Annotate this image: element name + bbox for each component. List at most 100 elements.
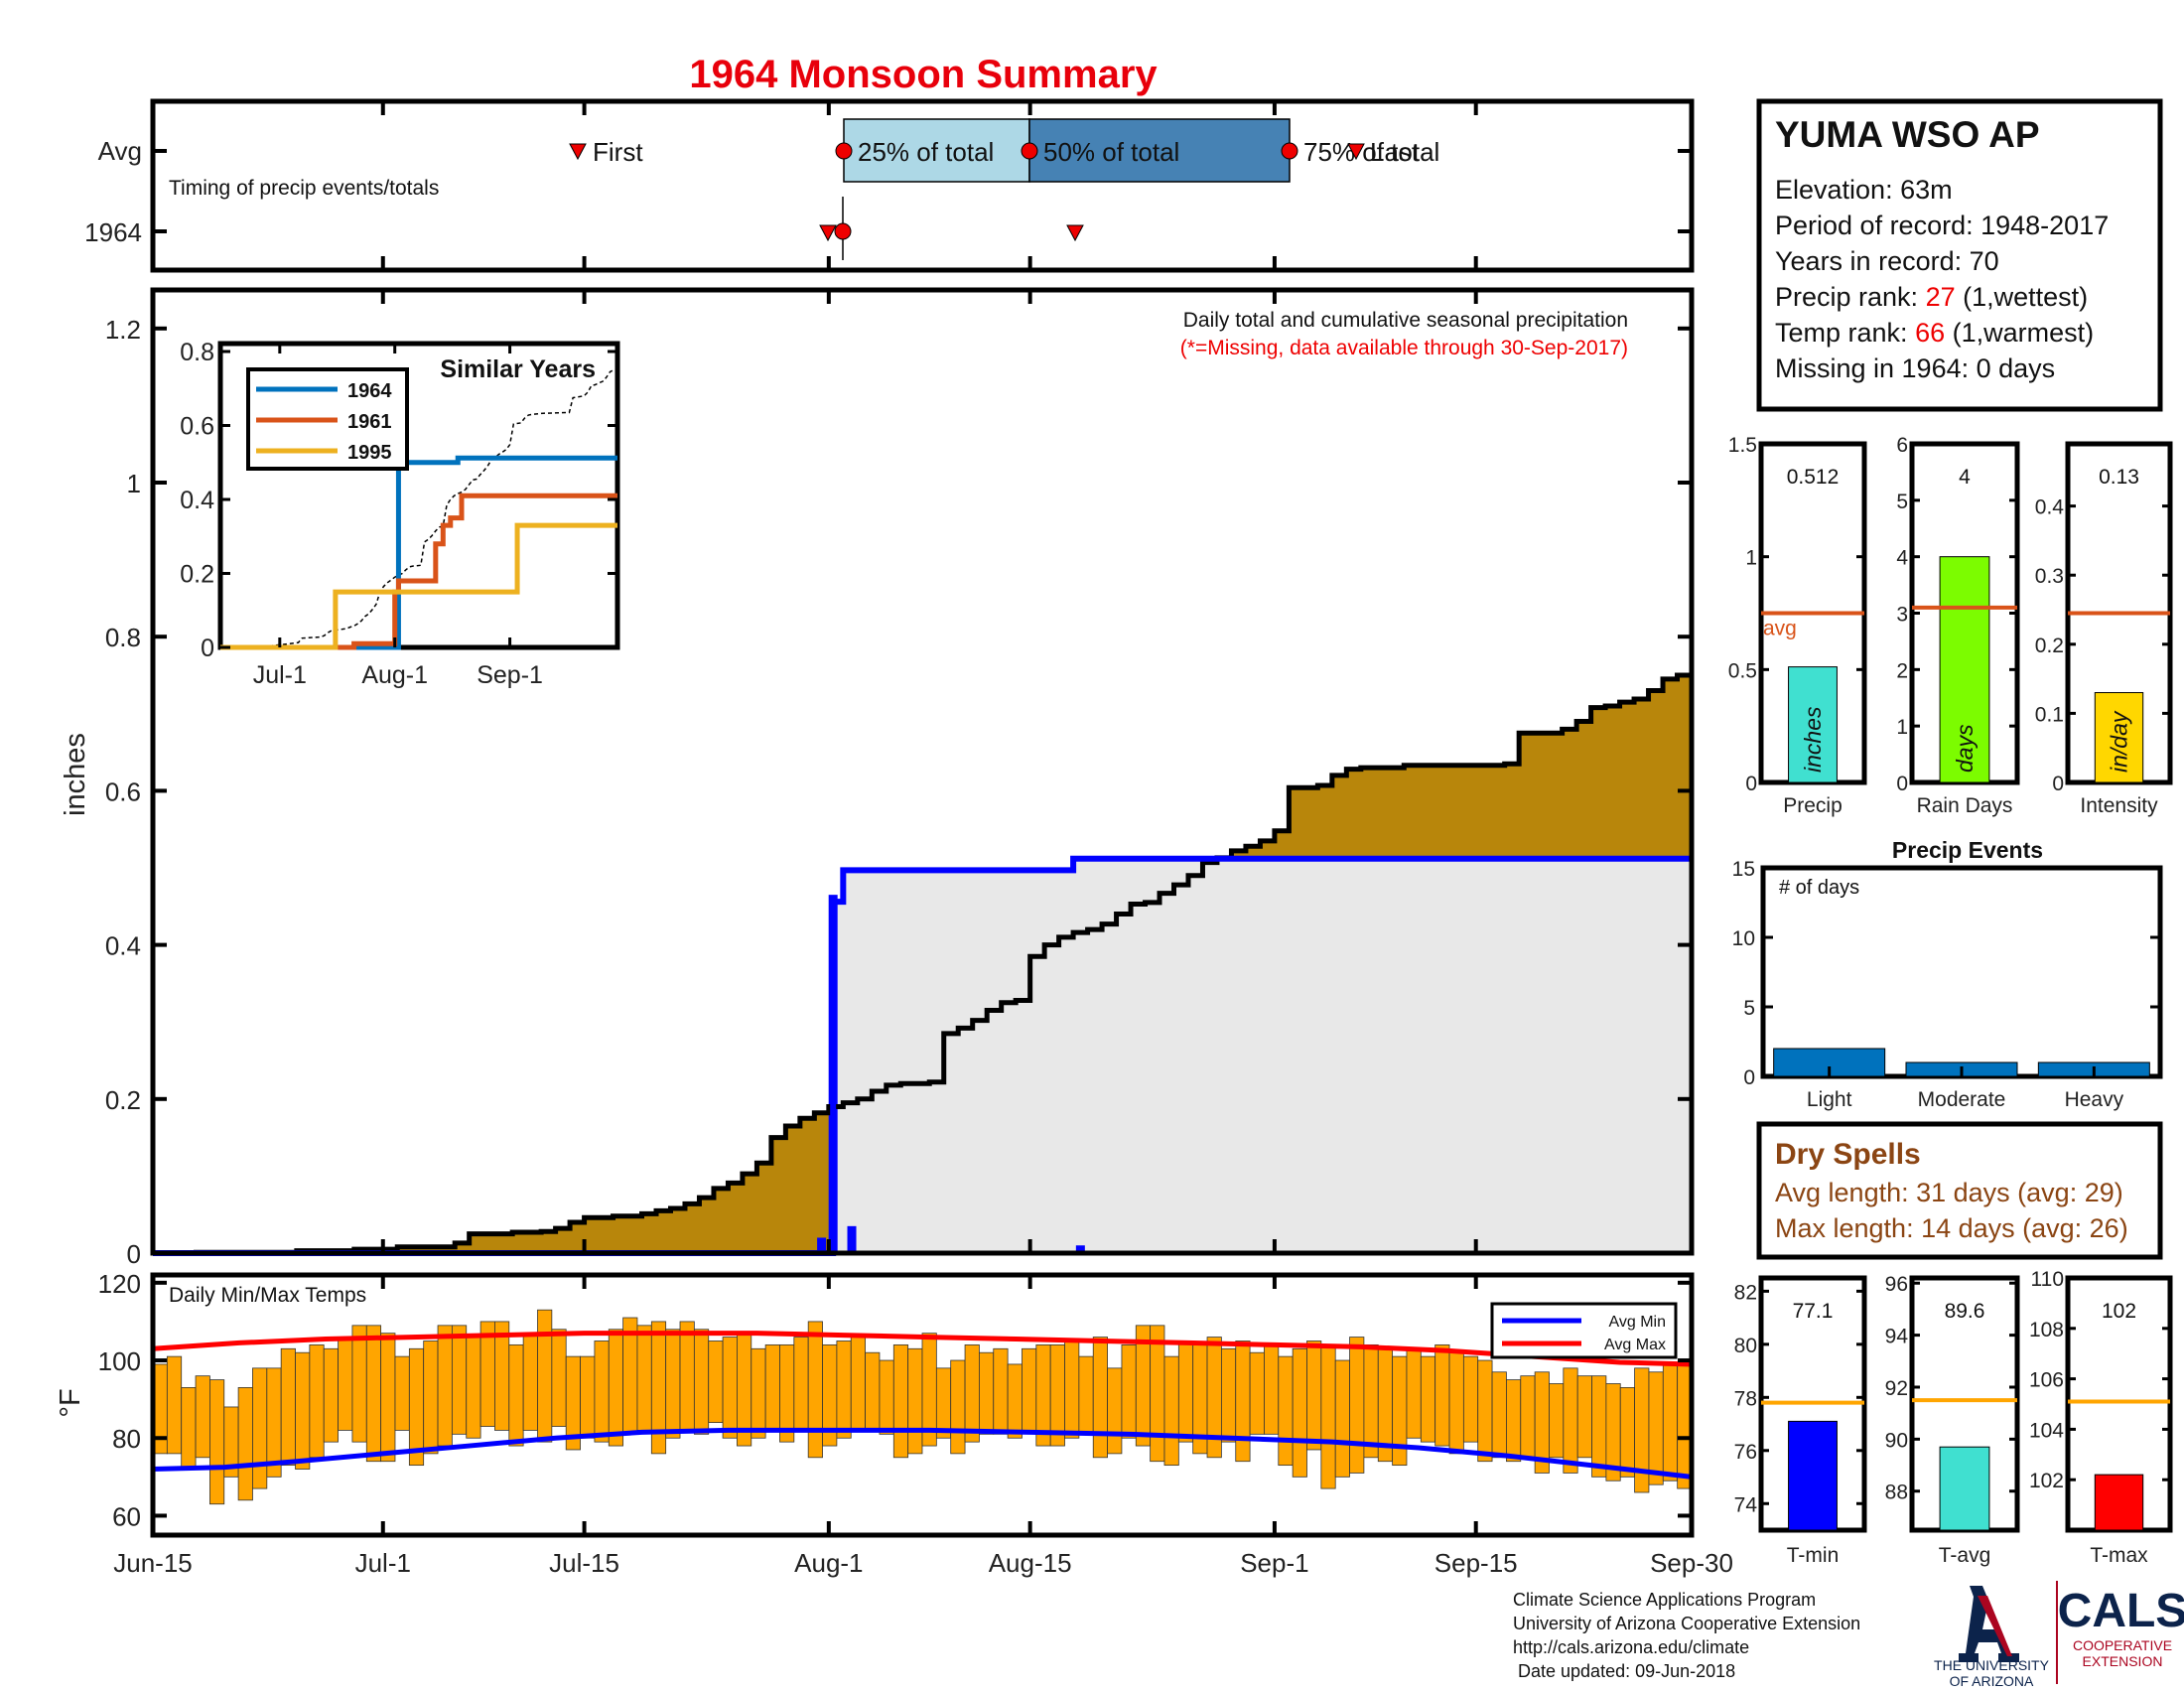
daily-temp-bar bbox=[1576, 1375, 1592, 1459]
daily-temp-bar bbox=[1092, 1337, 1108, 1459]
avg-p50-marker bbox=[1021, 142, 1038, 160]
daily-temp-bar bbox=[722, 1337, 738, 1439]
daily-temp-bar bbox=[1477, 1359, 1493, 1463]
stat-panel-ytick-label: 76 bbox=[1734, 1441, 1757, 1464]
daily-temp-bar bbox=[166, 1355, 183, 1455]
stat-panel-value-2: 0.13 bbox=[2099, 466, 2139, 489]
dry-spells-avg-length: Avg length: 31 days (avg: 29) bbox=[1775, 1178, 2123, 1207]
precip-ytick-label: 1 bbox=[127, 469, 141, 498]
stat-panel-value-0: 77.1 bbox=[1793, 1300, 1834, 1323]
daily-temp-bar bbox=[964, 1343, 980, 1443]
daily-temp-bar bbox=[1448, 1351, 1464, 1455]
ua-logo: THE UNIVERSITY OF ARIZONA bbox=[1934, 1581, 2058, 1689]
daily-temp-bar bbox=[580, 1355, 596, 1439]
stat-panel-ytick-label: 94 bbox=[1885, 1326, 1909, 1348]
daily-temp-bar bbox=[693, 1329, 710, 1435]
ua-a-shape bbox=[1959, 1586, 2019, 1662]
daily-temp-bar bbox=[993, 1347, 1009, 1435]
figure-title: 1964 Monsoon Summary bbox=[689, 53, 1158, 96]
stat-panel-ytick-label: 104 bbox=[2029, 1419, 2064, 1442]
daily-temp-bar bbox=[181, 1387, 197, 1470]
stat-panel-ytick-label: 5 bbox=[1896, 491, 1908, 513]
daily-temp-bar bbox=[950, 1359, 966, 1455]
footer-line-4: Date updated: 09-Jun-2018 bbox=[1513, 1661, 1735, 1681]
events-ytick-label: 0 bbox=[1743, 1066, 1755, 1089]
avg-p25-marker bbox=[835, 142, 853, 160]
inset-legend-label-1964: 1964 bbox=[347, 380, 392, 402]
date-tick-label: Jun-15 bbox=[113, 1548, 193, 1578]
avg-last-marker bbox=[1347, 143, 1365, 161]
inset-xtick-label: Sep-1 bbox=[477, 661, 543, 689]
events-title: Precip Events bbox=[1892, 837, 2043, 863]
daily-temp-bar bbox=[1434, 1343, 1450, 1447]
precip-chart: 0 0.2 0.4 0.6 0.8 1 1.2 inches Daily total and… bbox=[60, 287, 1695, 1269]
station-info-box: YUMA WSO AP Elevation: 63m Period of rec… bbox=[1756, 98, 2163, 412]
daily-precip-bar bbox=[847, 1225, 857, 1253]
daily-temp-bar bbox=[252, 1367, 268, 1489]
daily-temp-bar bbox=[1349, 1337, 1365, 1474]
stat-panel-ytick-label: 0 bbox=[2052, 773, 2064, 795]
stat-panel-ytick-label: 1 bbox=[1896, 716, 1908, 739]
daily-temp-bar bbox=[751, 1347, 766, 1439]
precip-events-panel: Precip Events # of days 0 5 10 15 Light Moder… bbox=[1732, 837, 2163, 1111]
daily-temp-bar bbox=[380, 1333, 396, 1463]
station-missing: Missing in 1964: 0 days bbox=[1775, 353, 2055, 383]
footer-line-2: University of Arizona Cooperative Extens… bbox=[1513, 1614, 1860, 1633]
footer-line-1: Climate Science Applications Program bbox=[1513, 1590, 1816, 1610]
avg-first-label: First bbox=[593, 137, 643, 167]
precip-ytick-label: 1.2 bbox=[105, 315, 141, 345]
current-cumulative-area bbox=[153, 858, 1692, 1253]
daily-temp-bar bbox=[437, 1325, 453, 1447]
timing-q1-box bbox=[843, 118, 1030, 183]
inset-xtick-label: Jul-1 bbox=[253, 661, 307, 689]
precip-ylabel: inches bbox=[60, 733, 91, 816]
daily-temp-bar bbox=[295, 1351, 311, 1470]
stat-panel-ytick-label: 3 bbox=[1896, 604, 1908, 627]
daily-temp-bar bbox=[1648, 1371, 1664, 1485]
cals-logo-line-1: COOPERATIVE bbox=[2073, 1637, 2172, 1653]
stat-panel-value-0: 0.512 bbox=[1787, 466, 1840, 489]
temp-stats-panels: 74 76 78 80 82 77.1 T-min 88 90 92 94 96 89.6 T-avg 10… bbox=[1734, 1268, 2173, 1567]
temp-ytick-label: 120 bbox=[98, 1269, 141, 1299]
daily-temp-bar bbox=[551, 1329, 567, 1427]
precip-ytick-label: 0.6 bbox=[105, 776, 141, 806]
daily-precip-bar bbox=[1075, 1245, 1085, 1253]
timing-q2-box bbox=[1028, 118, 1291, 183]
daily-temp-bar bbox=[979, 1351, 995, 1435]
daily-temp-bar bbox=[1520, 1375, 1536, 1459]
daily-temp-bar bbox=[338, 1337, 353, 1431]
stat-panel-bar-1 bbox=[1939, 1446, 1990, 1531]
stat-panel-ytick-label: 4 bbox=[1896, 547, 1908, 570]
daily-temp-bar bbox=[1278, 1355, 1294, 1467]
daily-temp-bar bbox=[1462, 1355, 1479, 1443]
dry-spells-box: Dry Spells Avg length: 31 days (avg: 29)… bbox=[1756, 1121, 2163, 1260]
events-ytick-label: 15 bbox=[1732, 858, 1755, 881]
footer-credits: Climate Science Applications Program Uni… bbox=[1513, 1590, 1860, 1681]
events-category-label: Light bbox=[1807, 1088, 1852, 1111]
stat-panel-value-2: 102 bbox=[2102, 1300, 2136, 1323]
stat-panel-label-2: T-max bbox=[2090, 1544, 2148, 1567]
date-tick-label: Sep-30 bbox=[1650, 1548, 1733, 1578]
stat-panel-ytick-label: 78 bbox=[1734, 1387, 1757, 1410]
events-ylabel: # of days bbox=[1779, 877, 1859, 899]
daily-temp-bar bbox=[1007, 1363, 1023, 1439]
inset-legend-label-1995: 1995 bbox=[347, 442, 392, 464]
ua-logo-line-1: THE UNIVERSITY bbox=[1934, 1657, 2050, 1673]
daily-temp-bar bbox=[1177, 1340, 1194, 1443]
daily-temp-bar bbox=[1334, 1359, 1350, 1478]
temp-title: Daily Min/Max Temps bbox=[169, 1284, 366, 1307]
stat-panel-avg-label: avg bbox=[1763, 618, 1797, 640]
daily-temp-bar bbox=[1064, 1340, 1080, 1439]
year-quantile-marker bbox=[834, 222, 852, 240]
stat-panel-ytick-label: 96 bbox=[1885, 1273, 1908, 1296]
daily-temp-bar bbox=[1235, 1340, 1251, 1463]
stat-panel-ytick-label: 92 bbox=[1885, 1377, 1908, 1400]
daily-temp-bar bbox=[1220, 1347, 1237, 1443]
daily-temp-bar bbox=[494, 1321, 510, 1431]
inset-ytick-label: 0.2 bbox=[180, 561, 214, 589]
stat-panel-bar-2 bbox=[2094, 692, 2144, 783]
daily-temp-bar bbox=[1121, 1343, 1137, 1439]
stat-panel-label-1: T-avg bbox=[1939, 1544, 1991, 1567]
